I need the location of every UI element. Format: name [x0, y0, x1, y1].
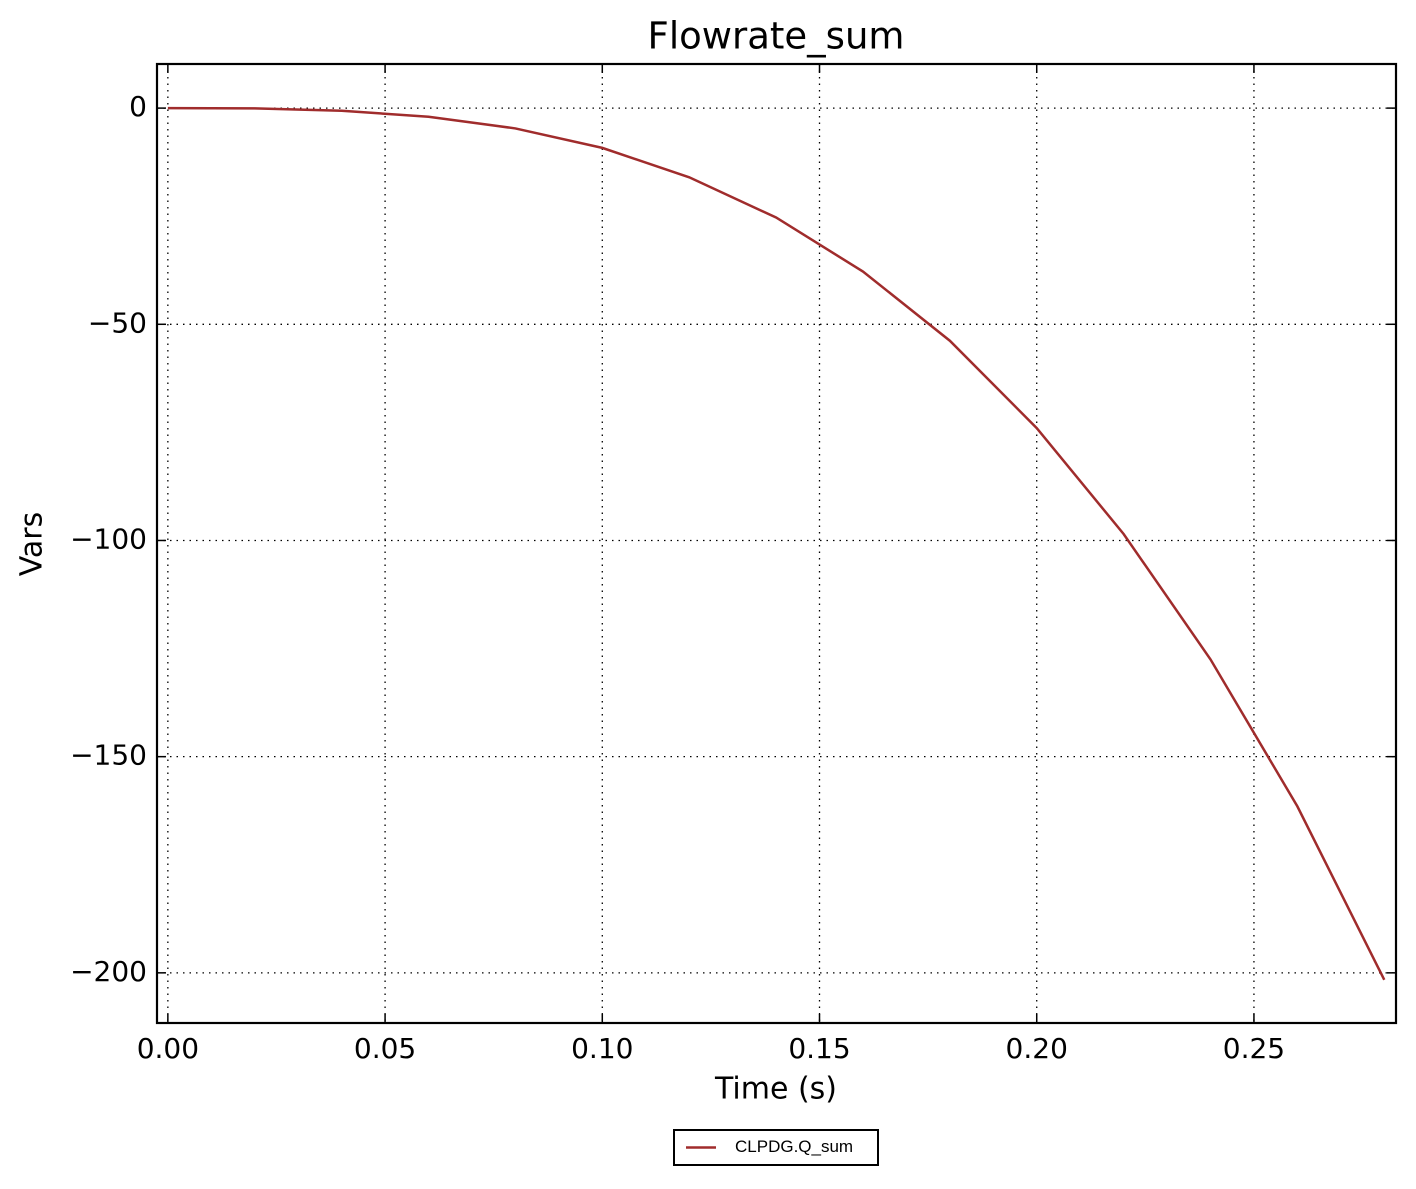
- x-tick-label: 0.10: [571, 1032, 633, 1065]
- y-axis-label: Vars: [15, 512, 50, 577]
- plot-frame: [155, 62, 1398, 1025]
- y-tick-label: −50: [88, 306, 147, 339]
- x-tick-label: 0.20: [1006, 1032, 1068, 1065]
- line-series: [167, 106, 1386, 981]
- y-tick-label: −100: [70, 522, 147, 555]
- x-tick-label: 0.15: [788, 1032, 850, 1065]
- y-tick-label: −200: [70, 955, 147, 988]
- x-axis-label: Time (s): [714, 1072, 837, 1107]
- x-tick-label: 0.05: [354, 1032, 416, 1065]
- y-tick-label: 0: [129, 90, 147, 123]
- x-tick-label: 0.00: [137, 1032, 199, 1065]
- x-tick-label: 0.25: [1223, 1032, 1285, 1065]
- y-tick-label: −150: [70, 739, 147, 772]
- chart-title: Flowrate_sum: [648, 15, 905, 58]
- legend-label: CLPDG.Q_sum: [735, 1137, 853, 1156]
